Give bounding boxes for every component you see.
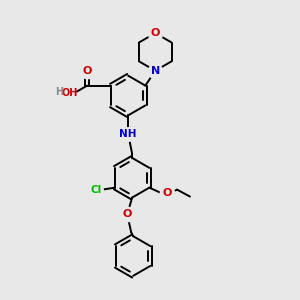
Text: O: O	[122, 209, 132, 219]
Text: O: O	[163, 188, 172, 198]
Text: OH: OH	[61, 88, 78, 98]
Text: O: O	[151, 28, 160, 38]
Text: O: O	[82, 66, 92, 76]
Text: NH: NH	[119, 129, 137, 139]
Text: H: H	[56, 86, 64, 97]
Text: Cl: Cl	[91, 184, 102, 195]
Text: N: N	[151, 66, 160, 76]
